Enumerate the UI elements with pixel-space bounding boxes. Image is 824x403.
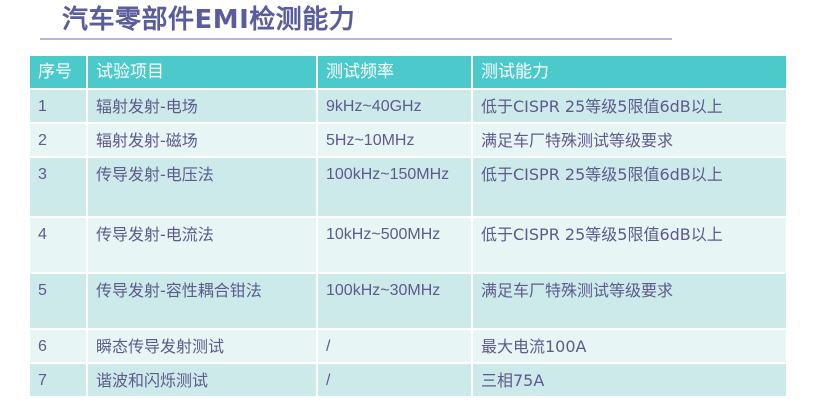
cell-no: 4 (30, 217, 88, 274)
cell-frequency: 9kHz~40GHz (317, 89, 473, 124)
table-row: 5 传导发射-容性耦合钳法 100kHz~30MHz 满足车厂特殊测试等级要求 (30, 273, 786, 330)
header-item: 试验项目 (87, 56, 318, 90)
cell-frequency: 100kHz~150MHz (317, 157, 473, 218)
header-no: 序号 (30, 56, 88, 90)
cell-item: 传导发射-电流法 (87, 217, 318, 274)
cell-no: 6 (30, 329, 88, 364)
cell-capability: 满足车厂特殊测试等级要求 (472, 273, 786, 330)
cell-item: 瞬态传导发射测试 (87, 329, 318, 364)
cell-item: 辐射发射-电场 (87, 89, 318, 124)
table-row: 4 传导发射-电流法 10kHz~500MHz 低于CISPR 25等级5限值6… (30, 217, 786, 274)
table-row: 2 辐射发射-磁场 5Hz~10MHz 满足车厂特殊测试等级要求 (30, 123, 786, 158)
cell-no: 2 (30, 123, 88, 158)
table-row: 6 瞬态传导发射测试 / 最大电流100A (30, 329, 786, 364)
table-row: 3 传导发射-电压法 100kHz~150MHz 低于CISPR 25等级5限值… (30, 157, 786, 218)
header-frequency: 测试频率 (317, 56, 473, 90)
cell-item: 传导发射-电压法 (87, 157, 318, 218)
cell-no: 1 (30, 89, 88, 124)
cell-item: 传导发射-容性耦合钳法 (87, 273, 318, 330)
cell-frequency: / (317, 329, 473, 364)
table-header-row: 序号 试验项目 测试频率 测试能力 (30, 56, 786, 90)
header-capability: 测试能力 (472, 56, 786, 90)
emi-capability-table: 序号 试验项目 测试频率 测试能力 1 辐射发射-电场 9kHz~40GHz 低… (30, 56, 786, 398)
cell-capability: 满足车厂特殊测试等级要求 (472, 123, 786, 158)
cell-no: 5 (30, 273, 88, 330)
table-row: 1 辐射发射-电场 9kHz~40GHz 低于CISPR 25等级5限值6dB以… (30, 89, 786, 124)
page-title: 汽车零部件EMI检测能力 (62, 5, 356, 35)
cell-item: 辐射发射-磁场 (87, 123, 318, 158)
cell-item: 谐波和闪烁测试 (87, 363, 318, 398)
cell-capability: 低于CISPR 25等级5限值6dB以上 (472, 157, 786, 218)
cell-capability: 低于CISPR 25等级5限值6dB以上 (472, 89, 786, 124)
cell-frequency: 5Hz~10MHz (317, 123, 473, 158)
cell-no: 7 (30, 363, 88, 398)
cell-capability: 最大电流100A (472, 329, 786, 364)
table-row: 7 谐波和闪烁测试 / 三相75A (30, 363, 786, 398)
cell-frequency: 100kHz~30MHz (317, 273, 473, 330)
cell-frequency: / (317, 363, 473, 398)
cell-no: 3 (30, 157, 88, 218)
cell-capability: 低于CISPR 25等级5限值6dB以上 (472, 217, 786, 274)
cell-frequency: 10kHz~500MHz (317, 217, 473, 274)
title-divider (40, 38, 672, 40)
cell-capability: 三相75A (472, 363, 786, 398)
